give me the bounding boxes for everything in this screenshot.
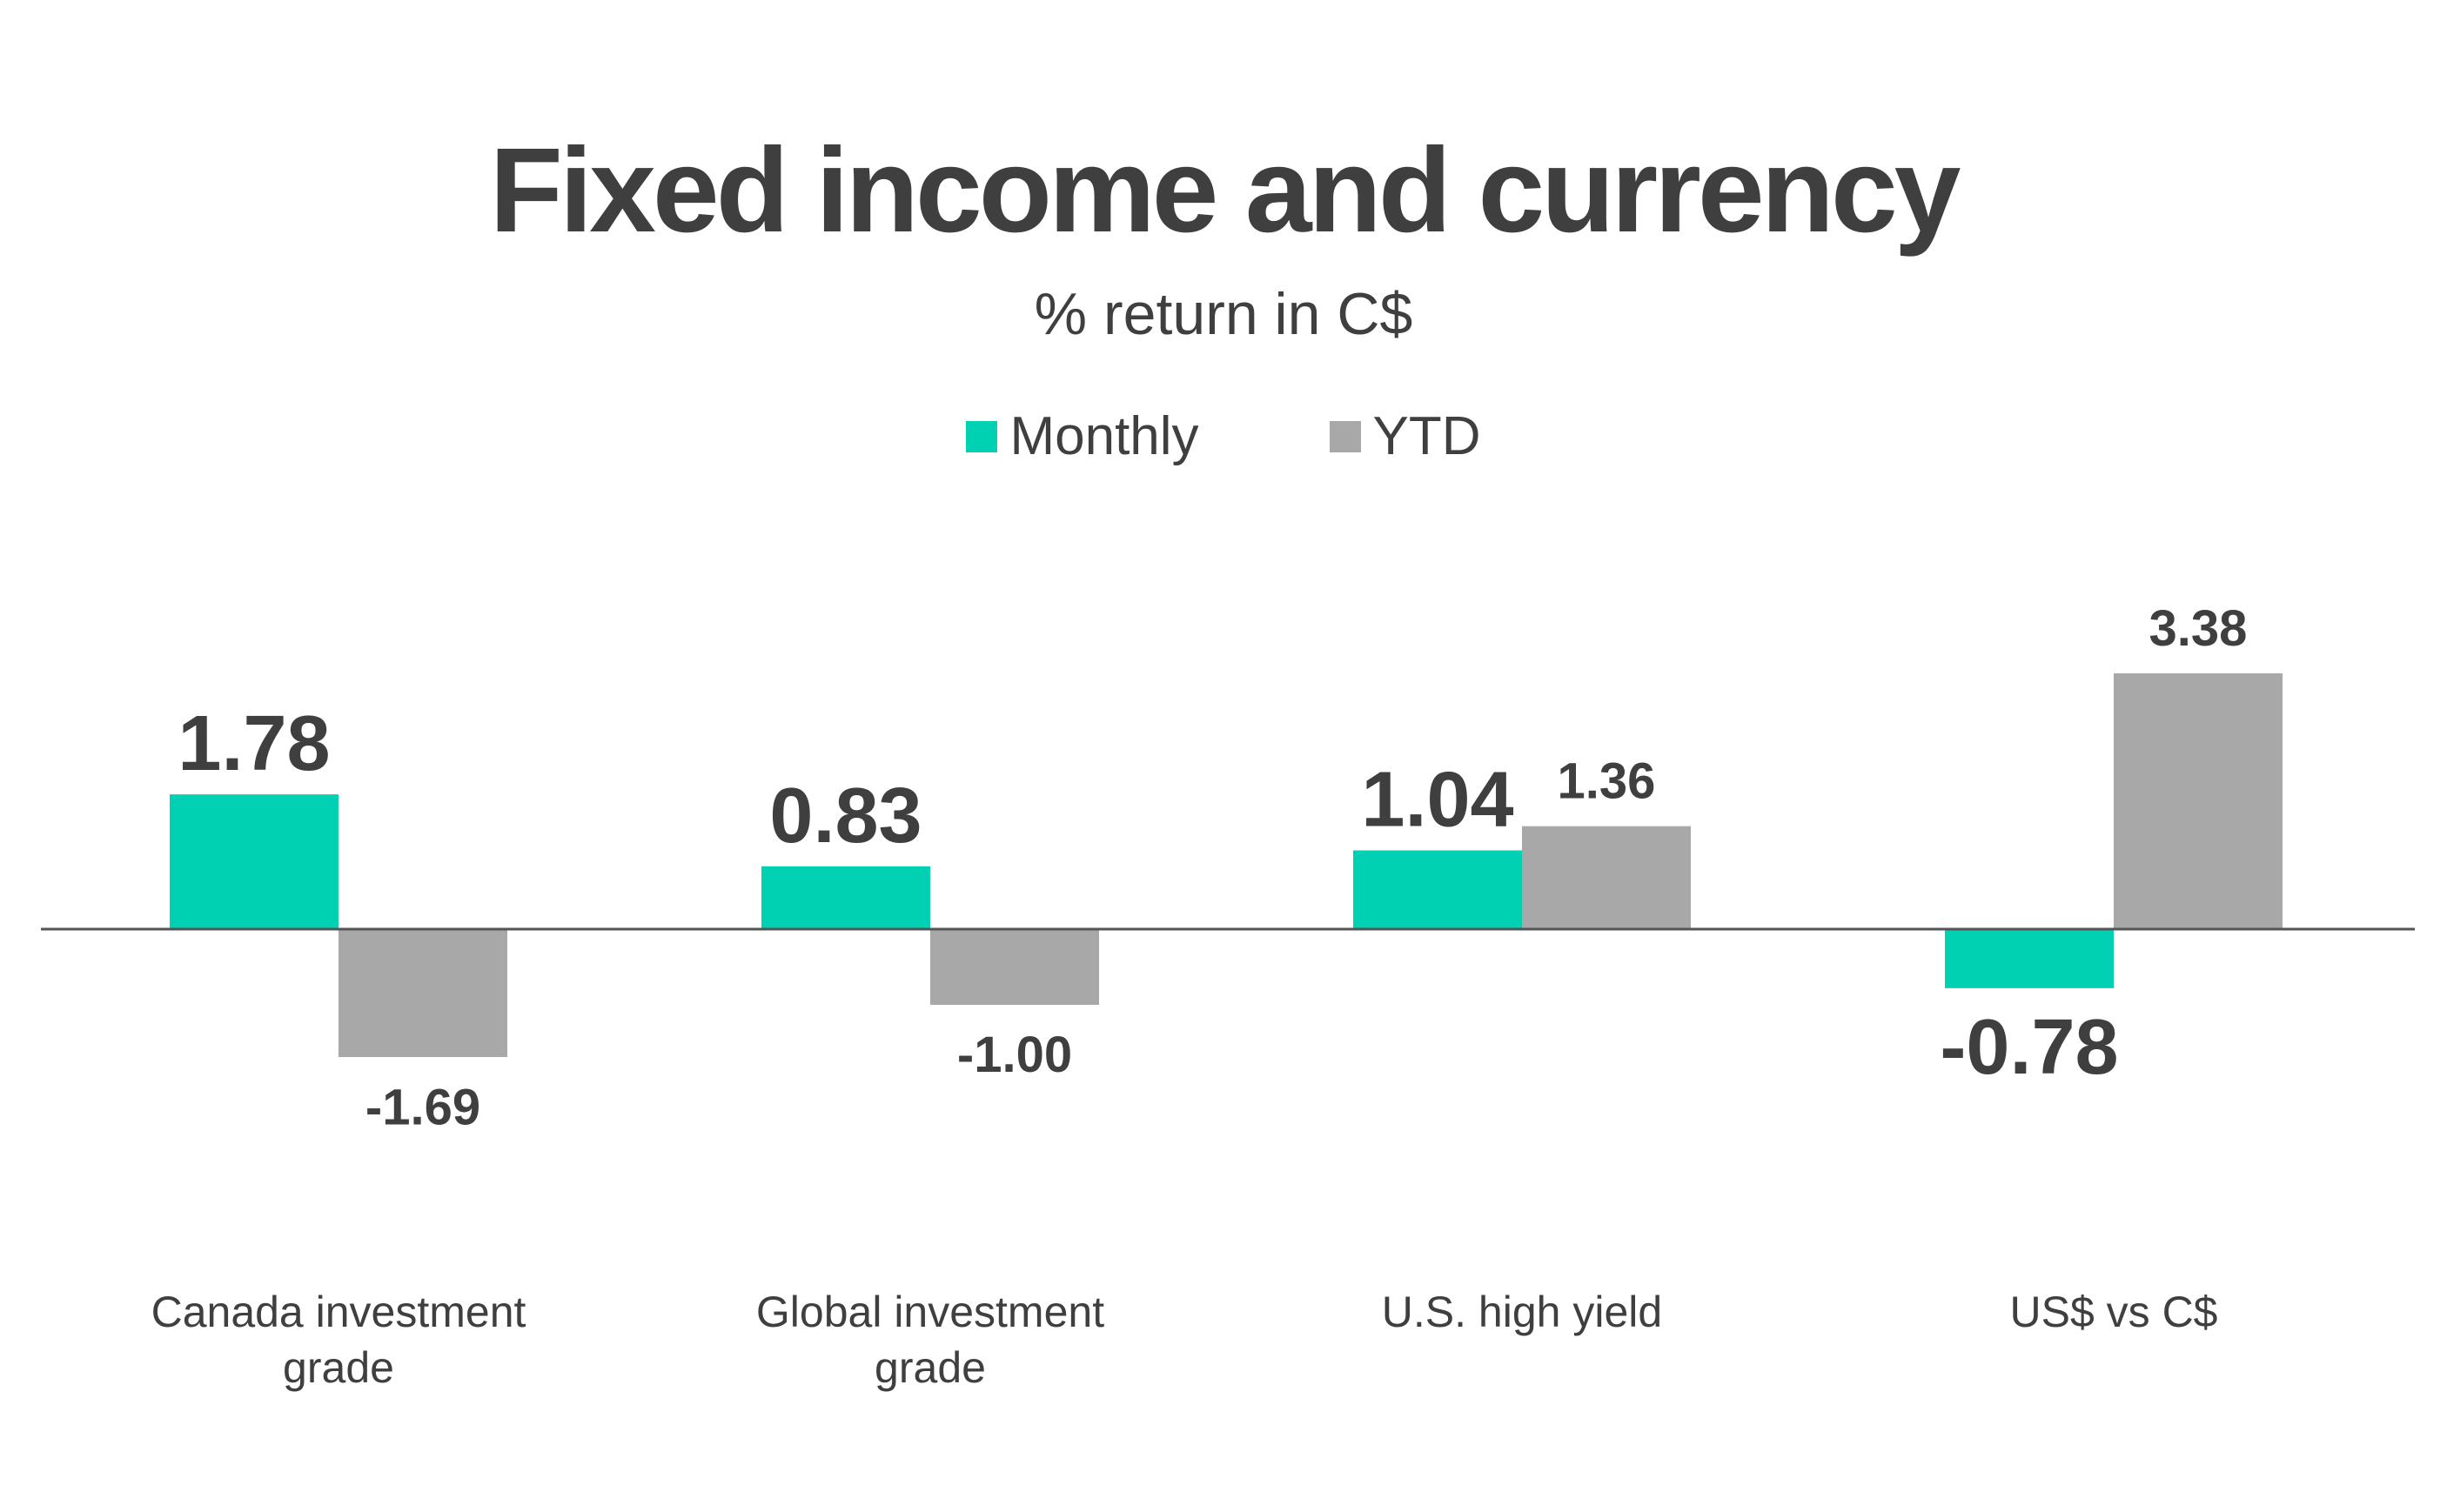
bar-monthly-global-investment-grade bbox=[761, 866, 930, 929]
value-label-ytd-global-investment-grade: -1.00 bbox=[957, 1027, 1072, 1083]
bar-ytd-global-investment-grade bbox=[930, 929, 1099, 1005]
legend-swatch-ytd bbox=[1329, 420, 1361, 452]
legend-label-monthly: Monthly bbox=[1009, 406, 1199, 466]
legend-entry-monthly: Monthly bbox=[966, 405, 1199, 467]
value-label-ytd-u-s-high-yield: 1.36 bbox=[1558, 753, 1656, 810]
category-labels-layer: Canada investment grade Global investment g… bbox=[151, 1288, 2218, 1392]
legend: Monthly YTD bbox=[0, 405, 2447, 467]
legend-swatch-monthly bbox=[966, 420, 998, 452]
value-label-monthly-canada-investment-grade: 1.78 bbox=[178, 700, 330, 787]
chart-subtitle: % return in C$ bbox=[1034, 281, 1413, 347]
category-label-canada-investment-grade-line-1: Canada investment bbox=[151, 1288, 526, 1336]
value-label-monthly-u-s-high-yield: 1.04 bbox=[1361, 757, 1513, 844]
bar-ytd-canada-investment-grade bbox=[339, 929, 507, 1058]
value-label-ytd-canada-investment-grade: -1.69 bbox=[365, 1079, 480, 1135]
bars-layer bbox=[170, 672, 2283, 1058]
bar-monthly-u-s-high-yield bbox=[1353, 850, 1522, 929]
category-label-canada-investment-grade-line-2: grade bbox=[283, 1343, 394, 1392]
legend-entry-ytd: YTD bbox=[1329, 405, 1481, 467]
category-label-us-vs-c: US$ vs C$ bbox=[2010, 1288, 2218, 1336]
value-label-ytd-us-vs-c: 3.38 bbox=[2149, 600, 2248, 657]
bar-ytd-us-vs-c bbox=[2114, 672, 2283, 929]
category-label-global-investment-grade-line-1: Global investment bbox=[756, 1288, 1104, 1336]
chart-title: Fixed income and currency bbox=[489, 124, 1961, 258]
bar-monthly-us-vs-c bbox=[1945, 929, 2114, 988]
value-label-monthly-us-vs-c: -0.78 bbox=[1940, 1004, 2118, 1091]
bar-ytd-u-s-high-yield bbox=[1522, 826, 1691, 929]
value-labels-layer: 1.78 -1.69 0.83 -1.00 1.04 1.36 -0.78 3.38 bbox=[178, 600, 2247, 1135]
legend-label-ytd: YTD bbox=[1372, 406, 1481, 466]
category-label-global-investment-grade-line-2: grade bbox=[875, 1343, 986, 1392]
value-label-monthly-global-investment-grade: 0.83 bbox=[769, 773, 922, 860]
bar-monthly-canada-investment-grade bbox=[170, 794, 339, 929]
category-label-u-s-high-yield: U.S. high yield bbox=[1382, 1288, 1662, 1336]
